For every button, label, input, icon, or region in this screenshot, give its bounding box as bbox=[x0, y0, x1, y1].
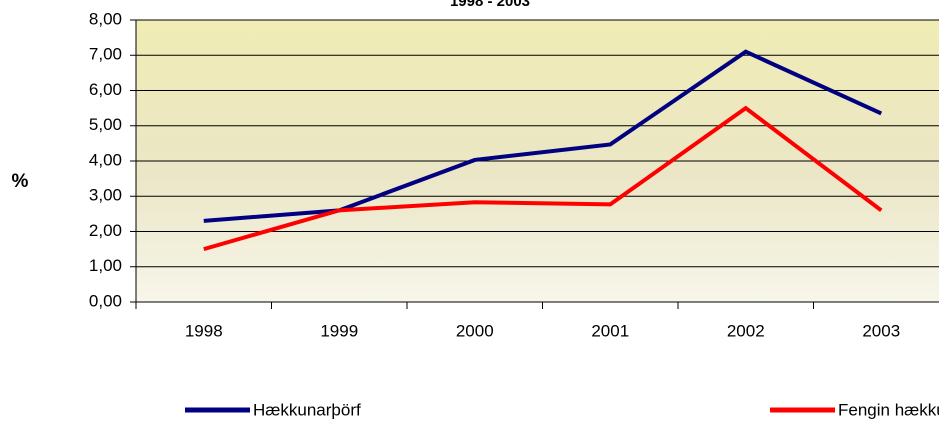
y-tick-label: 6,00 bbox=[89, 80, 122, 99]
chart-title: 1998 - 2003 bbox=[450, 0, 530, 10]
series-line bbox=[203, 49, 883, 223]
legend-label: Fengin hækkun bbox=[838, 400, 939, 419]
x-tick-label: 2002 bbox=[727, 321, 765, 340]
x-tick-label: 2003 bbox=[862, 321, 900, 340]
y-tick-label: 3,00 bbox=[89, 186, 122, 205]
y-tick-label: 0,00 bbox=[89, 291, 122, 310]
y-tick-label: 2,00 bbox=[89, 221, 122, 240]
y-tick-label: 8,00 bbox=[89, 9, 122, 28]
x-tick-label: 1998 bbox=[185, 321, 223, 340]
y-axis-label: % bbox=[12, 171, 29, 192]
x-tick-label: 1999 bbox=[320, 321, 358, 340]
y-tick-label: 1,00 bbox=[89, 256, 122, 275]
x-tick-label: 2001 bbox=[591, 321, 629, 340]
legend-label: Hækkunarþörf bbox=[253, 400, 361, 419]
y-tick-label: 4,00 bbox=[89, 150, 122, 169]
y-tick-label: 7,00 bbox=[89, 45, 122, 64]
y-tick-label: 5,00 bbox=[89, 115, 122, 134]
series-line bbox=[203, 105, 883, 252]
x-tick-label: 2000 bbox=[456, 321, 494, 340]
